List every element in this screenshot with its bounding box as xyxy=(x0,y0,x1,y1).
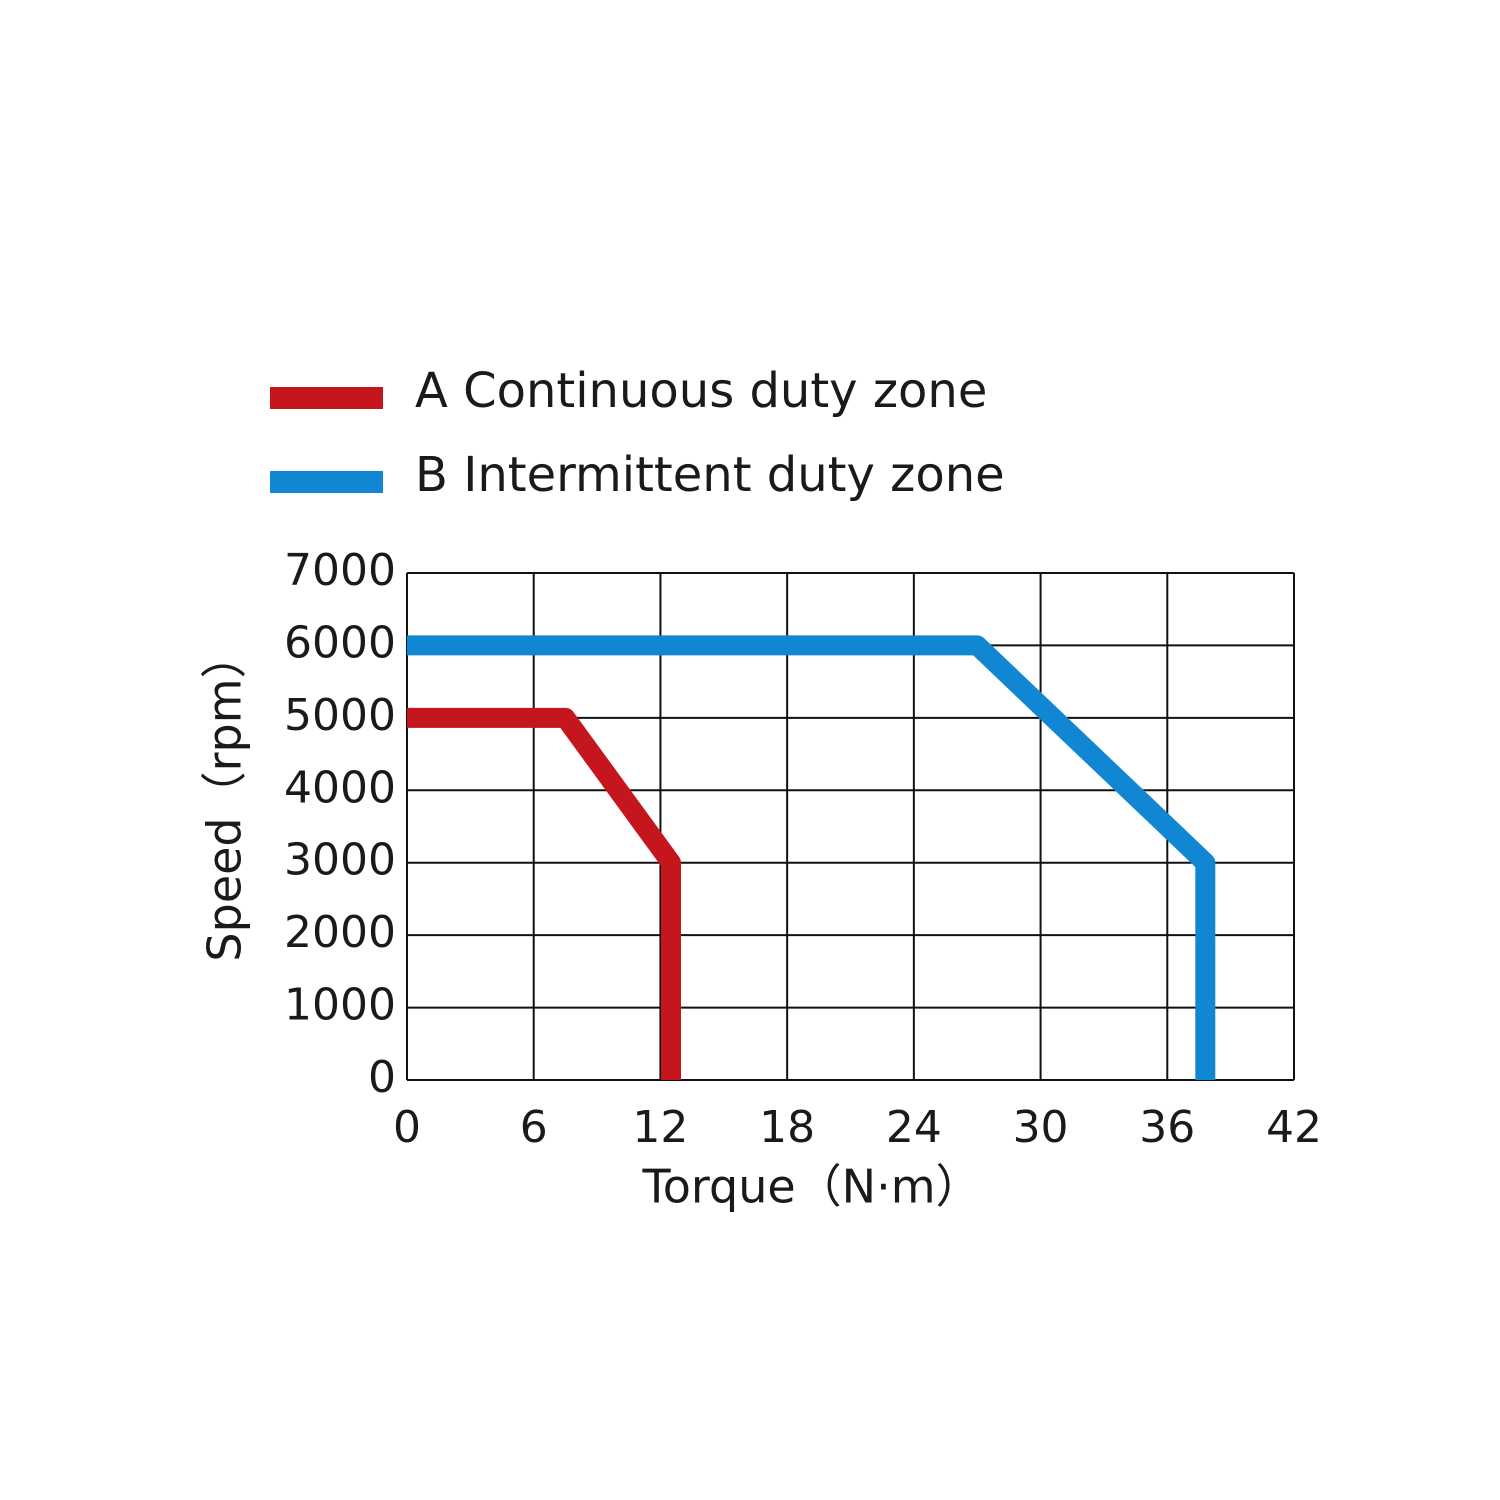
x-tick-label: 30 xyxy=(1013,1102,1069,1153)
x-tick-label: 0 xyxy=(393,1102,421,1153)
y-tick-label: 0 xyxy=(368,1052,396,1103)
y-tick-label: 7000 xyxy=(284,545,396,596)
y-tick-label: 5000 xyxy=(284,690,396,741)
x-tick-label: 18 xyxy=(759,1102,815,1153)
x-tick-label: 36 xyxy=(1139,1102,1195,1153)
x-axis-label: Torque（N·m） xyxy=(641,1160,981,1214)
y-tick-label: 2000 xyxy=(284,907,396,958)
y-tick-label: 1000 xyxy=(284,980,396,1031)
x-tick-label: 24 xyxy=(886,1102,942,1153)
y-tick-label: 4000 xyxy=(284,762,396,813)
x-tick-label: 6 xyxy=(520,1102,548,1153)
series-line xyxy=(407,707,681,1080)
y-tick-label: 3000 xyxy=(284,835,396,886)
y-axis-label: Speed（rpm） xyxy=(198,632,252,961)
y-tick-label: 6000 xyxy=(284,617,396,668)
x-tick-label: 12 xyxy=(632,1102,688,1153)
series-line xyxy=(407,635,1216,1080)
x-tick-label: 42 xyxy=(1266,1102,1322,1153)
legend-label: A Continuous duty zone xyxy=(415,363,987,419)
legend-label: B Intermittent duty zone xyxy=(415,447,1005,503)
